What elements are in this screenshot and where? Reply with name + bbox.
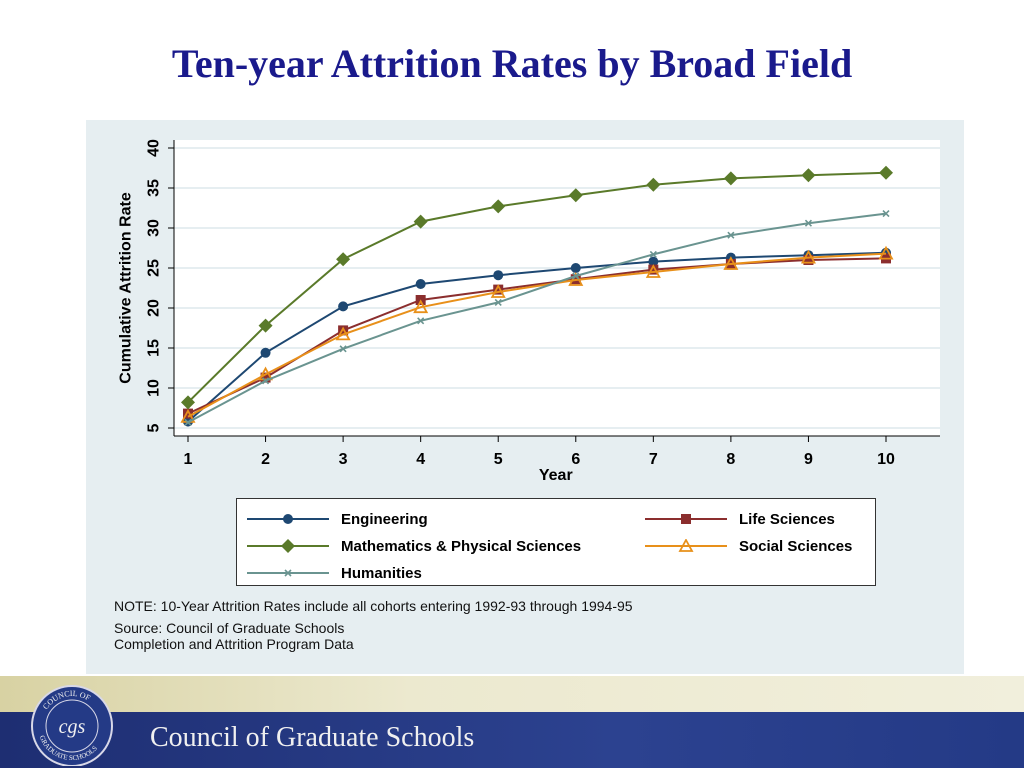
data-point-mathematics-physical-sciences — [646, 177, 661, 192]
data-point-social-sciences — [645, 264, 661, 278]
line-chart: 5 10 15 20 25 30 35 40 1 2 3 4 5 6 7 8 9 10 Year Cumulative… — [118, 139, 940, 484]
y-tick-label: 20 — [146, 299, 163, 317]
svg-text:cgs: cgs — [59, 716, 86, 738]
data-point-social-sciences — [568, 272, 584, 286]
data-point-humanities — [184, 418, 192, 426]
series-line-mathematics-physical-sciences — [187, 171, 887, 404]
legend-label-social-sciences: Social Sciences — [739, 537, 853, 555]
chart-source: Source: Council of Graduate Schools Comp… — [114, 620, 354, 652]
data-point-mathematics-physical-sciences — [879, 165, 893, 180]
legend-swatch-social-sciences — [645, 539, 727, 552]
data-point-social-sciences — [723, 256, 739, 270]
data-point-life-sciences — [803, 255, 814, 265]
data-point-mathematics-physical-sciences — [413, 214, 428, 229]
y-tick-label: 10 — [146, 379, 163, 397]
x-tick-label: 6 — [571, 451, 580, 468]
data-point-humanities — [494, 298, 502, 306]
data-point-mathematics-physical-sciences — [491, 199, 506, 214]
series-line-engineering — [187, 251, 887, 423]
x-tick-label: 8 — [726, 451, 735, 468]
data-point-social-sciences — [335, 326, 351, 341]
y-axis-label: Cumulative Attrition Rate — [118, 192, 135, 384]
data-point-humanities — [417, 317, 425, 325]
chart-panel: 5 10 15 20 25 30 35 40 1 2 3 4 5 6 7 8 9 10 Year Cumulative… — [86, 120, 964, 674]
series-line-humanities — [187, 212, 887, 424]
data-point-mathematics-physical-sciences — [336, 252, 351, 267]
data-point-social-sciences — [800, 249, 816, 264]
series-line-social-sciences — [187, 252, 887, 418]
x-tick-label: 5 — [494, 451, 503, 468]
legend-item-engineering: Engineering — [247, 509, 428, 529]
data-point-humanities — [882, 210, 890, 218]
data-point-humanities — [804, 219, 813, 227]
data-point-engineering — [338, 301, 349, 312]
data-point-humanities — [339, 345, 347, 353]
legend-item-social-sciences: Social Sciences — [645, 536, 852, 556]
y-tick-label: 25 — [146, 259, 163, 277]
data-point-life-sciences — [183, 408, 193, 419]
organization-name: Council of Graduate Schools — [150, 722, 475, 753]
data-point-life-sciences — [338, 325, 349, 336]
data-point-mathematics-physical-sciences — [801, 168, 816, 183]
legend-item-math: Mathematics & Physical Sciences — [247, 536, 581, 556]
chart-note: NOTE: 10-Year Attrition Rates include al… — [114, 598, 633, 614]
chart-legend: Engineering Mathematics & Physical Scien… — [236, 498, 876, 586]
data-point-engineering — [415, 279, 426, 289]
x-tick-label: 9 — [804, 451, 813, 468]
y-tick-label: 35 — [146, 179, 163, 197]
legend-swatch-math — [247, 539, 329, 553]
x-tick-label: 4 — [416, 451, 425, 468]
legend-label-life-sciences: Life Sciences — [739, 510, 835, 528]
y-tick-label: 30 — [146, 219, 163, 237]
data-point-life-sciences — [493, 284, 504, 295]
legend-label-math: Mathematics & Physical Sciences — [341, 537, 582, 555]
source-line-2: Completion and Attrition Program Data — [114, 636, 354, 652]
legend-label-engineering: Engineering — [341, 510, 428, 528]
y-tick-label: 5 — [146, 423, 163, 432]
data-point-mathematics-physical-sciences — [258, 318, 273, 333]
x-tick-label: 3 — [339, 451, 348, 468]
data-point-mathematics-physical-sciences — [181, 395, 195, 410]
x-tick-label: 1 — [184, 451, 193, 468]
legend-item-humanities: Humanities — [247, 563, 422, 583]
data-point-life-sciences — [260, 372, 271, 383]
source-line-1: Source: Council of Graduate Schools — [114, 620, 345, 636]
data-point-social-sciences — [413, 299, 429, 314]
legend-swatch-life-sciences — [645, 514, 727, 524]
data-point-engineering — [648, 256, 659, 267]
legend-swatch-engineering — [247, 514, 329, 524]
cgs-seal-logo: COUNCIL OF GRADUATE SCHOOLS cgs — [31, 685, 113, 766]
data-point-social-sciences — [878, 245, 894, 260]
data-point-humanities — [649, 250, 657, 258]
y-tick-label: 15 — [146, 339, 163, 357]
data-point-mathematics-physical-sciences — [723, 171, 738, 186]
data-point-humanities — [261, 377, 270, 385]
legend-label-humanities: Humanities — [341, 564, 422, 582]
x-tick-label: 2 — [261, 451, 270, 468]
data-point-humanities — [727, 231, 735, 239]
data-point-life-sciences — [648, 264, 659, 275]
data-point-social-sciences — [490, 284, 506, 298]
x-tick-label: 10 — [877, 451, 895, 468]
plot-area — [174, 140, 940, 436]
x-axis-label: Year — [539, 467, 573, 484]
footer-bar — [0, 712, 1024, 768]
data-point-mathematics-physical-sciences — [568, 188, 583, 203]
data-point-humanities — [572, 272, 580, 280]
footer-band — [0, 676, 1024, 712]
legend-item-life-sciences: Life Sciences — [645, 509, 835, 529]
legend-swatch-humanities — [247, 569, 329, 577]
data-point-social-sciences — [258, 366, 274, 381]
data-point-engineering — [493, 270, 504, 281]
data-point-engineering — [570, 263, 581, 273]
x-tick-label: 7 — [649, 451, 658, 468]
data-point-engineering — [260, 347, 271, 358]
y-tick-label: 40 — [146, 139, 163, 157]
slide-title: Ten-year Attrition Rates by Broad Field — [171, 41, 853, 86]
